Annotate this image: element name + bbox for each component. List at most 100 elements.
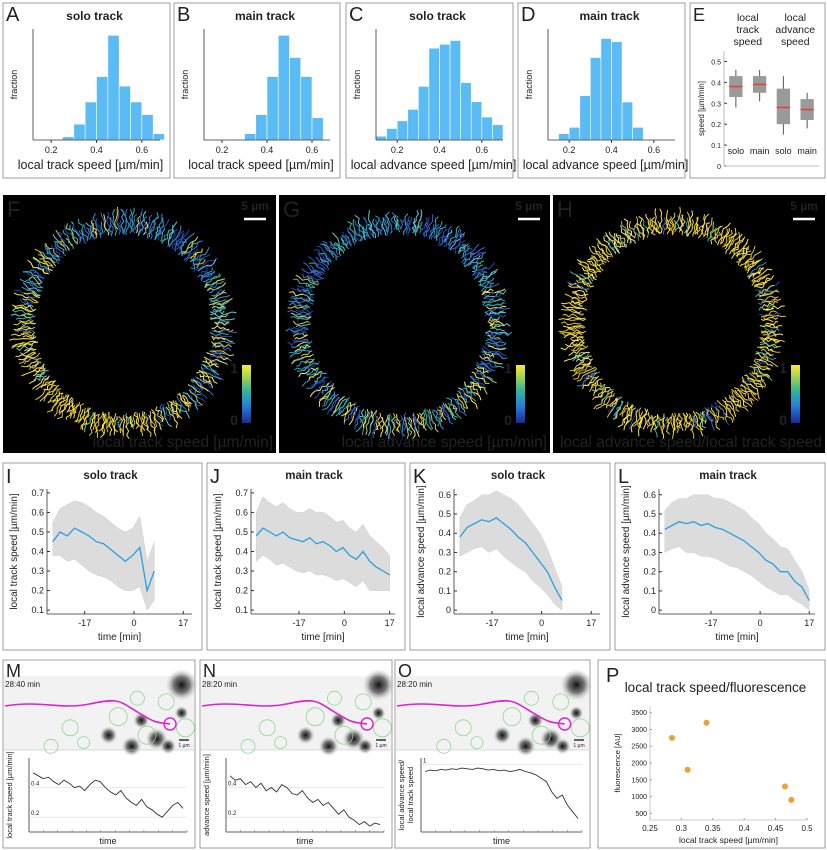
track — [381, 217, 386, 236]
x-tick-label: 0 — [539, 618, 544, 628]
track — [740, 387, 755, 402]
track — [483, 291, 496, 298]
track — [638, 215, 646, 237]
y-tick-label: 0.4 — [438, 528, 451, 538]
track — [390, 412, 396, 436]
cell-blob — [560, 668, 593, 701]
track — [362, 408, 369, 428]
track — [27, 282, 42, 292]
track — [422, 216, 430, 238]
track — [579, 260, 596, 274]
track — [290, 340, 313, 349]
y-tick-label: 500 — [635, 811, 647, 818]
detection-circle — [334, 725, 354, 745]
track — [755, 352, 769, 361]
track — [40, 251, 56, 264]
track — [323, 392, 336, 405]
track — [22, 271, 42, 282]
track — [481, 357, 505, 369]
cell-blob — [569, 706, 584, 720]
track — [653, 414, 658, 431]
track — [175, 400, 190, 419]
track — [179, 238, 187, 251]
track — [212, 300, 230, 306]
track — [378, 416, 384, 430]
cell-blob — [371, 706, 386, 720]
track — [351, 405, 360, 420]
track — [688, 414, 694, 431]
track — [210, 317, 235, 321]
y-axis-label: local advance speed/ — [397, 759, 406, 830]
track — [296, 341, 310, 347]
track — [607, 396, 622, 413]
track — [296, 285, 313, 293]
panel-letter: P — [606, 665, 619, 687]
track — [189, 255, 200, 263]
y-tick-label: 2000 — [631, 761, 647, 768]
track — [209, 310, 225, 315]
x-tick-label: 0.2 — [216, 145, 229, 155]
track — [471, 264, 484, 273]
track — [572, 353, 590, 362]
track — [593, 390, 614, 410]
y-tick-label: 1 — [423, 759, 427, 765]
track — [627, 229, 636, 244]
track — [648, 414, 654, 427]
track — [53, 394, 68, 417]
track — [457, 243, 469, 255]
track — [613, 400, 623, 417]
track — [78, 218, 88, 242]
track — [449, 233, 465, 251]
panel-letter: A — [6, 4, 20, 26]
track — [309, 264, 325, 275]
track — [33, 369, 49, 381]
track — [621, 405, 630, 417]
track — [710, 407, 719, 424]
track — [131, 207, 135, 232]
track — [635, 216, 645, 239]
colorbar-label: 1 — [504, 360, 512, 376]
track — [14, 289, 39, 298]
track — [667, 216, 672, 231]
bar — [492, 124, 504, 141]
track — [763, 310, 780, 317]
track — [701, 411, 707, 424]
track — [579, 274, 594, 282]
track — [183, 240, 201, 255]
track — [32, 271, 46, 279]
track — [566, 308, 582, 314]
track — [194, 375, 214, 389]
cell-blob — [174, 706, 189, 720]
mean-line — [255, 527, 391, 576]
track — [729, 233, 743, 255]
track — [154, 225, 160, 241]
track — [310, 270, 321, 276]
track — [429, 412, 435, 424]
track — [144, 214, 153, 234]
track — [302, 289, 315, 296]
panel-frame — [689, 2, 826, 179]
scale-label: 5 µm — [790, 199, 818, 213]
y-axis-label: fluorescence [AU] — [613, 733, 622, 792]
track — [485, 301, 504, 307]
image-caption: local track speed [µm/min] — [93, 434, 273, 451]
bar — [152, 133, 165, 141]
detection-circle — [43, 738, 59, 754]
track — [663, 416, 667, 430]
track — [728, 394, 740, 412]
track — [724, 396, 735, 410]
tracks — [285, 209, 513, 442]
track — [755, 351, 777, 361]
bar — [62, 136, 75, 141]
track — [62, 229, 74, 249]
track — [463, 247, 485, 267]
track — [347, 221, 357, 242]
track — [638, 408, 648, 429]
track — [658, 208, 663, 234]
chart-title: main track — [579, 9, 639, 23]
track — [82, 223, 90, 240]
track — [25, 279, 43, 289]
timestamp: 28:20 min — [202, 680, 237, 689]
track — [444, 403, 454, 417]
x-tick-label: 0.25 — [642, 824, 658, 833]
